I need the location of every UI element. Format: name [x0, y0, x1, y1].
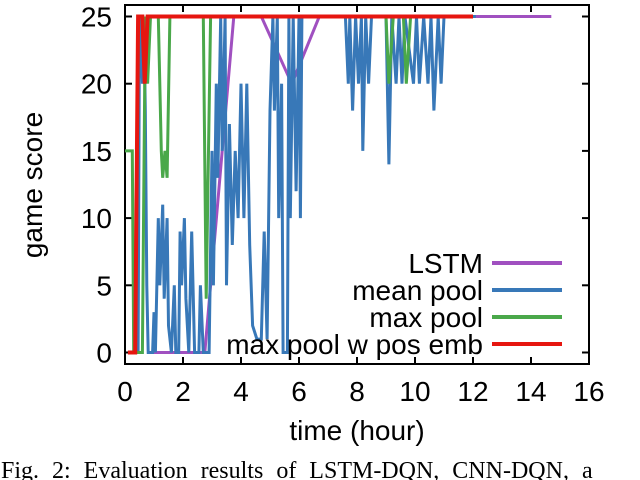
x-tick-label: 8	[349, 376, 365, 407]
legend-label-lstm: LSTM	[408, 248, 483, 279]
series-max-pool-w-pos-emb	[127, 14, 473, 355]
x-tick-label: 4	[233, 376, 249, 407]
x-tick-label: 6	[291, 376, 307, 407]
figure-caption: Fig. 2: Evaluation results of LSTM-DQN, …	[1, 458, 593, 480]
x-axis-label: time (hour)	[289, 415, 424, 446]
x-tick-label: 14	[515, 376, 546, 407]
y-tick-label: 0	[96, 338, 112, 369]
series-mean-pool	[135, 15, 476, 354]
legend-label-max-pool-w-pos-emb: max pool w pos emb	[226, 329, 483, 360]
legend-label-mean-pool: mean pool	[352, 275, 483, 306]
y-tick-label: 15	[81, 136, 112, 167]
x-tick-label: 2	[175, 376, 191, 407]
game-score-chart: 0 2 4 6 8 10 12 14 16 0 5 10 15 20 25 time (hour) game s…	[17, 2, 605, 447]
y-tick-label: 10	[81, 203, 112, 234]
x-tick-label: 10	[399, 376, 430, 407]
legend-label-max-pool: max pool	[369, 302, 483, 333]
y-tick-label: 20	[81, 69, 112, 100]
y-tick-label: 25	[81, 2, 112, 33]
x-tick-label: 12	[457, 376, 488, 407]
y-axis-label: game score	[17, 112, 48, 258]
y-tick-label: 5	[96, 270, 112, 301]
x-tick-label: 0	[117, 376, 133, 407]
x-tick-label: 16	[573, 376, 604, 407]
